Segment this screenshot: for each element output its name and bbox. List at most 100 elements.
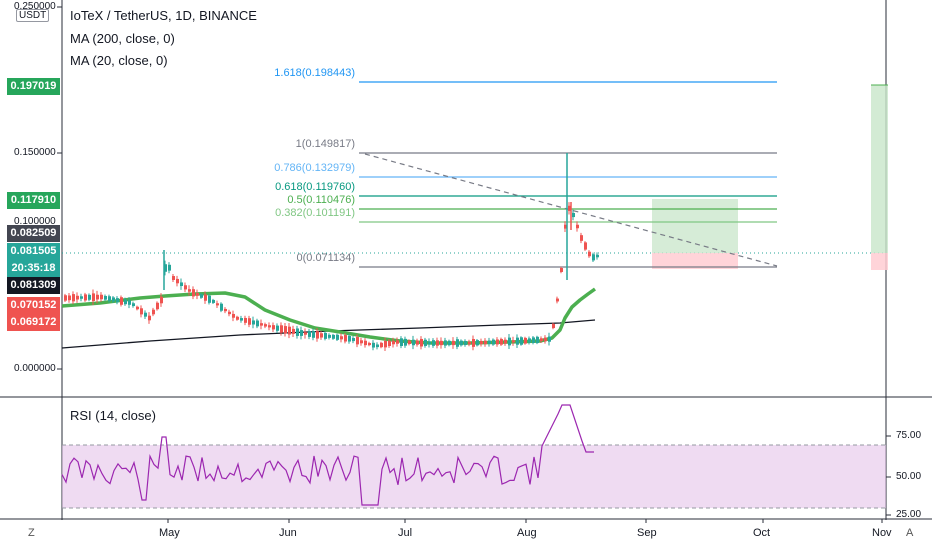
- projection-profit-zone[interactable]: [871, 85, 888, 253]
- candle-body: [396, 340, 399, 344]
- candle-body: [196, 293, 199, 296]
- candle-body: [536, 336, 539, 344]
- candle-body: [472, 338, 475, 347]
- time-label-sep: Sep: [637, 527, 657, 539]
- fib-label-05: 0.5(0.110476): [287, 194, 355, 206]
- candle-body: [352, 338, 355, 342]
- time-label-nov: Nov: [872, 527, 892, 539]
- candle-body: [544, 337, 547, 342]
- rsi-tick-label: 25.00: [896, 509, 922, 520]
- candle-body: [436, 340, 439, 346]
- candle-body: [556, 298, 559, 302]
- candle-body: [540, 338, 543, 342]
- candle-body: [164, 264, 167, 272]
- candle-body: [400, 338, 403, 346]
- candle-body: [284, 326, 287, 334]
- fibonacci-retracement[interactable]: [359, 81, 778, 268]
- candle-body: [288, 326, 291, 335]
- candle-body: [444, 340, 447, 346]
- candle-body: [324, 332, 327, 339]
- time-label-aug: Aug: [517, 527, 537, 539]
- candle-body: [456, 339, 459, 347]
- candle-body: [476, 340, 479, 346]
- candle-body: [336, 334, 339, 340]
- candle-body: [448, 340, 451, 346]
- fib-label-1: 1(0.149817): [295, 138, 355, 150]
- ma200-legend[interactable]: MA (200, close, 0): [70, 31, 175, 46]
- fib-label-1618: 1.618(0.198443): [274, 67, 355, 79]
- candle-body: [184, 285, 187, 290]
- candle-body: [468, 341, 471, 345]
- candle-body: [524, 337, 527, 344]
- fib-label-0618: 0.618(0.119760): [275, 181, 355, 193]
- candle-body: [380, 342, 383, 348]
- candle-body: [580, 235, 583, 241]
- position-profit-zone[interactable]: [652, 199, 738, 253]
- zoom-button[interactable]: Z: [28, 527, 35, 539]
- candle-body: [232, 313, 235, 318]
- candle-body: [332, 334, 335, 339]
- price-candles[interactable]: [64, 153, 599, 351]
- price-tag-target: 0.117910: [7, 192, 60, 209]
- candle-body: [360, 340, 363, 344]
- candle-body: [500, 338, 503, 345]
- candle-body: [156, 302, 159, 310]
- candle-body: [248, 318, 251, 325]
- candle-body: [124, 299, 127, 305]
- price-tag-last: 0.081505: [7, 243, 60, 260]
- candle-body: [320, 333, 323, 338]
- candle-body: [132, 303, 135, 307]
- candle-body: [560, 268, 563, 272]
- fib-trend-line[interactable]: [364, 153, 778, 267]
- candle-body: [300, 330, 303, 336]
- position-loss-zone[interactable]: [652, 253, 738, 269]
- price-tag-low: 0.069172: [7, 314, 60, 331]
- rsi-tick-label: 50.00: [896, 471, 922, 482]
- candle-body: [144, 312, 147, 317]
- price-tick-label: 0.250000: [14, 1, 56, 12]
- candle-body: [276, 325, 279, 331]
- candle-body: [152, 309, 155, 315]
- candle-body: [496, 339, 499, 345]
- price-tag-stop: 0.070152: [7, 297, 60, 314]
- candle-body: [212, 299, 215, 303]
- fib-label-0: 0(0.071134): [296, 252, 355, 264]
- candle-body: [388, 340, 391, 347]
- candle-body: [328, 334, 331, 338]
- candle-body: [528, 338, 531, 343]
- candle-body: [236, 316, 239, 320]
- candle-body: [76, 295, 79, 300]
- projection-loss-zone[interactable]: [871, 253, 888, 270]
- ma20-legend[interactable]: MA (20, close, 0): [70, 53, 168, 68]
- rsi-axis-ticks: [886, 435, 891, 516]
- time-label-jul: Jul: [398, 527, 413, 539]
- candle-body: [392, 340, 395, 345]
- candle-body: [200, 294, 203, 298]
- candle-body: [216, 303, 219, 306]
- candle-body: [340, 336, 343, 340]
- symbol-title[interactable]: IoTeX / TetherUS, 1D, BINANCE: [70, 8, 257, 23]
- currency-badge[interactable]: USDT: [16, 9, 50, 22]
- candle-body: [588, 251, 591, 257]
- candle-body: [244, 317, 247, 323]
- candle-body: [480, 341, 483, 345]
- candle-body: [568, 205, 571, 211]
- candle-body: [312, 331, 315, 338]
- candle-body: [252, 320, 255, 325]
- rsi-band: [62, 445, 886, 508]
- candle-body: [408, 340, 411, 345]
- candle-body: [492, 339, 495, 345]
- rsi-line: [61, 404, 594, 506]
- candle-body: [464, 340, 467, 346]
- rsi-legend[interactable]: RSI (14, close): [70, 408, 156, 423]
- candle-body: [280, 325, 283, 333]
- candle-body: [80, 296, 83, 299]
- auto-scale-button[interactable]: A: [906, 527, 914, 539]
- candle-body: [92, 293, 95, 302]
- candle-body: [208, 295, 211, 303]
- candle-body: [368, 342, 371, 346]
- candle-body: [584, 242, 587, 250]
- price-tick-label: 0.150000: [14, 147, 56, 158]
- candle-body: [412, 339, 415, 346]
